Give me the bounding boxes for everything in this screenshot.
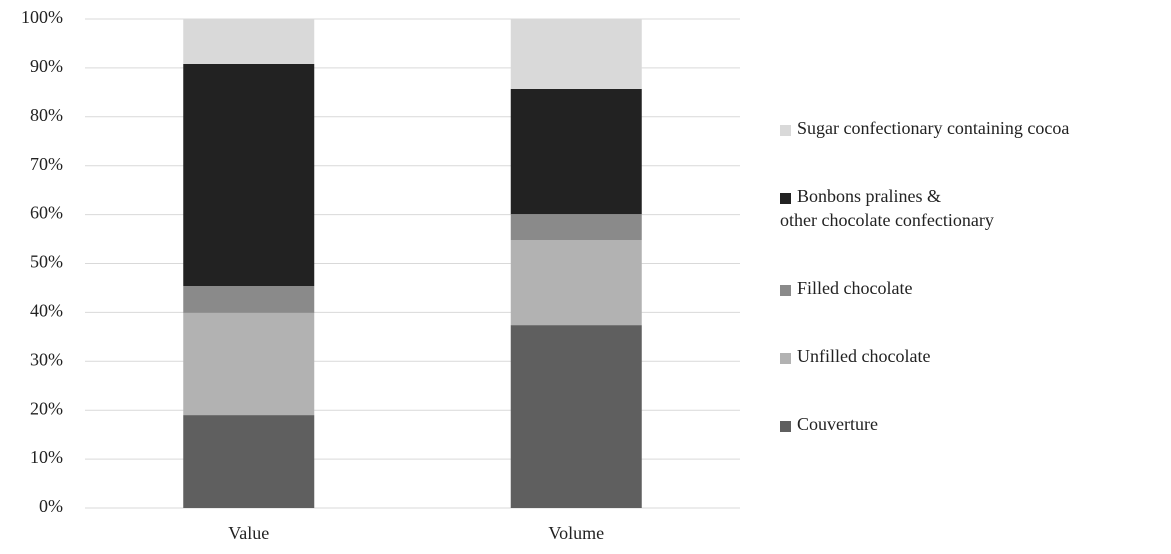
legend-label: Bonbons pralines & other chocolate confec… <box>780 186 994 230</box>
legend-swatch <box>780 193 791 204</box>
bar-segment <box>510 240 642 326</box>
legend-label: Couverture <box>797 414 878 434</box>
y-tick-label: 40% <box>30 301 63 321</box>
bar-segment <box>183 285 315 313</box>
y-tick-label: 70% <box>30 154 63 174</box>
y-tick-label: 100% <box>21 7 63 27</box>
bar-segment <box>510 214 642 241</box>
legend-label-line: Bonbons pralines & <box>797 186 941 206</box>
bar-segment <box>510 88 642 215</box>
y-tick-label: 10% <box>30 447 63 467</box>
y-tick-label: 80% <box>30 105 63 125</box>
legend-label: Sugar confectionary containing cocoa <box>797 118 1069 138</box>
legend-swatch <box>780 353 791 364</box>
bar-segment <box>510 19 642 89</box>
y-tick-label: 50% <box>30 252 63 272</box>
bar-segment <box>510 325 642 508</box>
legend-swatch <box>780 285 791 296</box>
bar-segment <box>183 63 315 286</box>
bar-segment <box>183 415 315 508</box>
y-tick-label: 0% <box>39 496 63 516</box>
y-tick-label: 20% <box>30 398 63 418</box>
legend-label: Filled chocolate <box>797 278 912 298</box>
y-tick-label: 90% <box>30 56 63 76</box>
y-tick-label: 30% <box>30 349 63 369</box>
x-tick-label: Value <box>228 523 269 543</box>
legend-swatch <box>780 125 791 136</box>
y-tick-label: 60% <box>30 203 63 223</box>
bar-segment <box>183 312 315 416</box>
legend-label-line: other chocolate confectionary <box>780 210 994 230</box>
legend-label: Unfilled chocolate <box>797 346 930 366</box>
x-tick-label: Volume <box>548 523 604 543</box>
bar-segment <box>183 19 315 64</box>
legend-swatch <box>780 421 791 432</box>
